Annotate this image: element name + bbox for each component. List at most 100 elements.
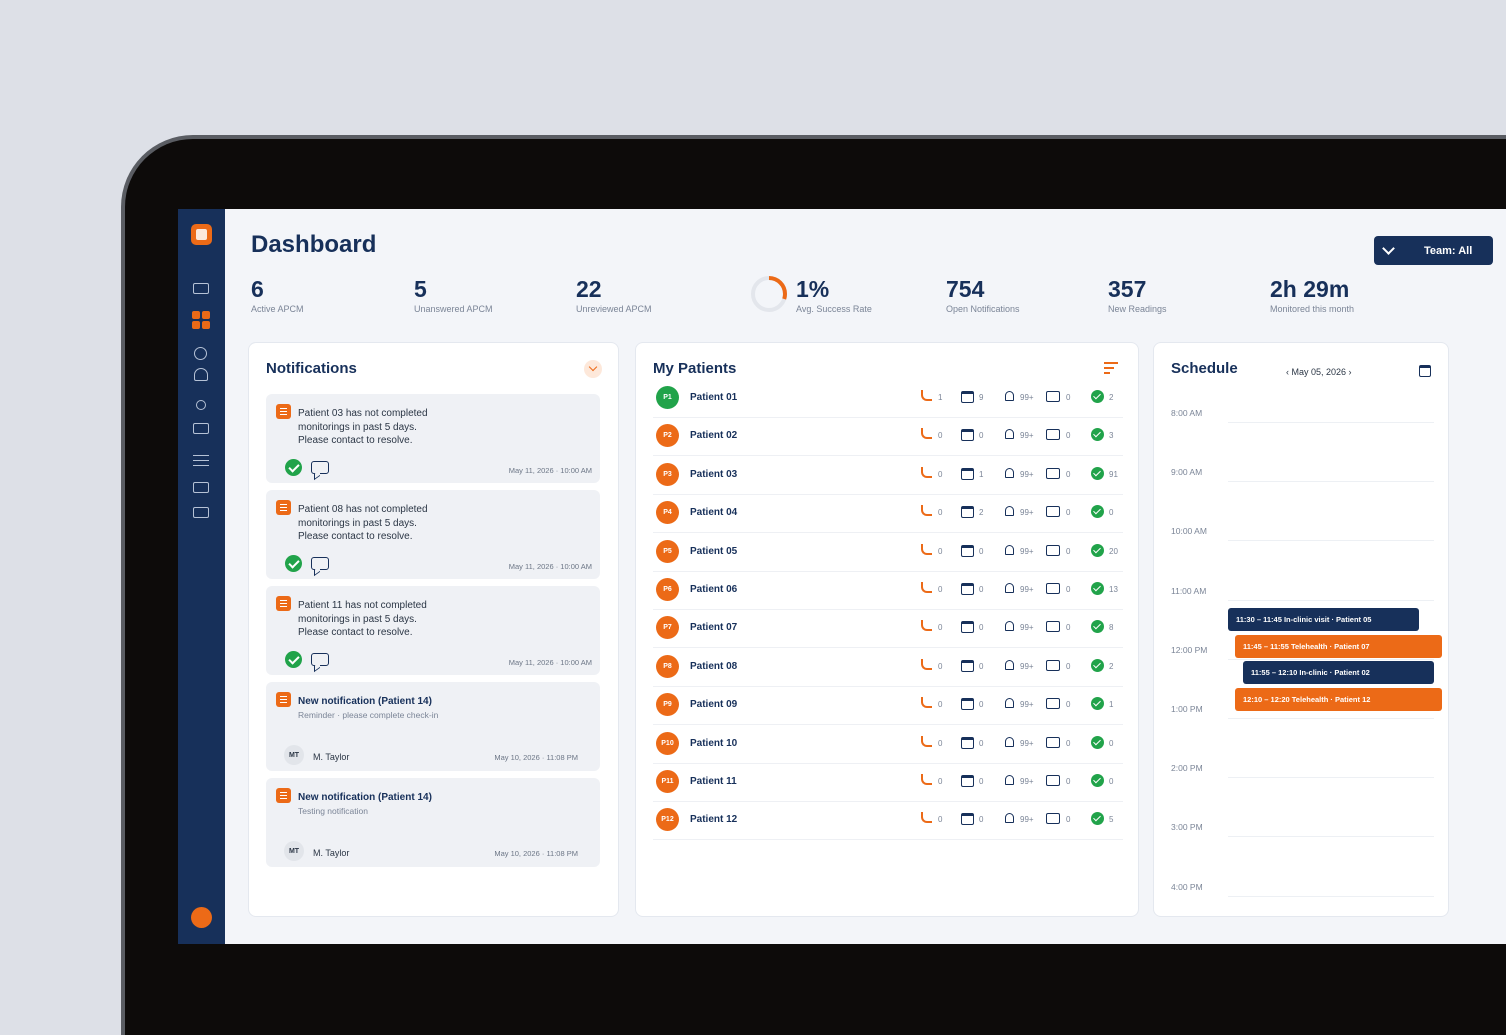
schedule-event[interactable]: 12:10 – 12:20 Telehealth · Patient 12 [1235,688,1442,711]
completed-check-icon[interactable] [1091,582,1104,595]
message-icon[interactable] [1046,429,1060,441]
patient-name[interactable]: Patient 07 [690,622,738,634]
calendar-icon[interactable] [961,775,974,787]
message-icon[interactable] [1046,583,1060,594]
completed-check-icon[interactable] [1091,812,1104,826]
completed-check-icon[interactable] [1091,735,1104,749]
message-icon[interactable] [311,653,329,666]
patient-row[interactable]: P11 Patient 11 0 0 99+ 0 0 [653,763,1123,802]
calendar-icon[interactable] [961,583,974,595]
monitor-icon[interactable] [193,283,209,294]
resolve-check-icon[interactable] [285,651,302,668]
patient-row[interactable]: P6 Patient 06 0 0 99+ 0 13 [653,571,1123,610]
sort-filter-icon[interactable] [1104,362,1118,374]
panel-icon[interactable] [193,482,209,493]
calendar-icon[interactable] [961,429,974,442]
phone-icon[interactable] [921,620,932,632]
notification-item[interactable]: Patient 03 has not completed monitorings … [266,394,600,483]
patient-name[interactable]: Patient 05 [690,545,738,557]
user-icon[interactable] [194,347,207,360]
calendar-icon[interactable] [961,621,974,634]
phone-icon[interactable] [921,697,932,709]
message-icon[interactable] [1046,659,1060,671]
completed-check-icon[interactable] [1091,466,1104,480]
completed-check-icon[interactable] [1091,543,1104,557]
bell-icon[interactable] [1005,544,1014,555]
calendar-icon[interactable] [961,659,974,672]
phone-icon[interactable] [921,582,932,593]
bell-icon[interactable] [1005,813,1014,824]
patient-name[interactable]: Patient 02 [690,430,738,442]
calendar-icon[interactable] [961,736,974,749]
bell-icon[interactable] [1005,698,1014,709]
calendar-icon[interactable] [1419,365,1431,377]
patient-name[interactable]: Patient 10 [690,737,738,749]
patient-name[interactable]: Patient 06 [690,584,738,595]
schedule-event[interactable]: 11:45 – 11:55 Telehealth · Patient 07 [1235,635,1442,658]
window-icon[interactable] [193,423,209,434]
patient-row[interactable]: P4 Patient 04 0 2 99+ 0 0 [653,494,1123,534]
bell-icon[interactable] [1005,583,1014,593]
phone-icon[interactable] [921,812,932,824]
bell-icon[interactable] [1005,391,1014,401]
phone-icon[interactable] [921,543,932,555]
completed-check-icon[interactable] [1091,428,1104,442]
phone-icon[interactable] [921,774,932,785]
completed-check-icon[interactable] [1091,505,1104,519]
calendar-icon[interactable] [961,506,974,519]
completed-check-icon[interactable] [1091,390,1104,403]
message-icon[interactable] [311,461,329,474]
phone-icon[interactable] [921,466,932,478]
message-icon[interactable] [1046,391,1060,402]
phone-icon[interactable] [921,505,932,517]
completed-check-icon[interactable] [1091,697,1104,711]
message-icon[interactable] [1046,813,1060,825]
bell-icon[interactable] [1005,621,1014,632]
patient-row[interactable]: P9 Patient 09 0 0 99+ 0 1 [653,686,1123,726]
resolve-check-icon[interactable] [285,555,302,572]
phone-icon[interactable] [921,735,932,747]
patient-name[interactable]: Patient 12 [690,814,738,826]
patient-row[interactable]: P5 Patient 05 0 0 99+ 0 20 [653,533,1123,572]
user-avatar[interactable] [191,907,212,928]
dashboard-grid-icon[interactable] [192,311,210,329]
completed-check-icon[interactable] [1091,658,1104,672]
phone-icon[interactable] [921,390,932,401]
collapse-chevron-icon[interactable] [584,360,602,378]
menu-icon[interactable] [193,455,209,466]
notification-item[interactable]: Patient 08 has not completed monitorings … [266,490,600,579]
message-icon[interactable] [1046,698,1060,710]
dot-icon[interactable] [196,400,206,410]
home-icon[interactable] [194,368,208,381]
patient-row[interactable]: P10 Patient 10 0 0 99+ 0 0 [653,725,1123,764]
bell-icon[interactable] [1005,775,1014,785]
patient-name[interactable]: Patient 11 [690,776,737,787]
patient-name[interactable]: Patient 03 [690,468,738,480]
notification-item[interactable]: Patient 11 has not completed monitorings … [266,586,600,675]
team-select-button[interactable]: Team: All [1374,236,1493,265]
calendar-icon[interactable] [961,544,974,557]
patient-name[interactable]: Patient 01 [690,392,738,403]
phone-icon[interactable] [921,658,932,670]
patient-row[interactable]: P7 Patient 07 0 0 99+ 0 8 [653,609,1123,649]
schedule-date-nav[interactable]: ‹ May 05, 2026 › [1286,367,1352,377]
completed-check-icon[interactable] [1091,620,1104,634]
resolve-check-icon[interactable] [285,459,302,476]
schedule-event[interactable]: 11:30 – 11:45 In-clinic visit · Patient … [1228,608,1419,631]
message-icon[interactable] [1046,544,1060,556]
patient-row[interactable]: P8 Patient 08 0 0 99+ 0 2 [653,648,1123,687]
calendar-icon[interactable] [961,467,974,480]
message-icon[interactable] [311,557,329,570]
message-icon[interactable] [1046,775,1060,786]
notification-item[interactable]: New notification (Patient 14) Testing no… [266,778,600,867]
bell-icon[interactable] [1005,506,1014,517]
patient-row[interactable]: P12 Patient 12 0 0 99+ 0 5 [653,801,1123,841]
patient-name[interactable]: Patient 08 [690,660,738,672]
panel-icon[interactable] [193,507,209,518]
patient-row[interactable]: P2 Patient 02 0 0 99+ 0 3 [653,417,1123,457]
message-icon[interactable] [1046,621,1060,633]
notification-item[interactable]: New notification (Patient 14) Reminder ·… [266,682,600,771]
schedule-event[interactable]: 11:55 – 12:10 In-clinic · Patient 02 [1243,661,1434,684]
message-icon[interactable] [1046,506,1060,518]
patient-row[interactable]: P3 Patient 03 0 1 99+ 0 91 [653,456,1123,495]
